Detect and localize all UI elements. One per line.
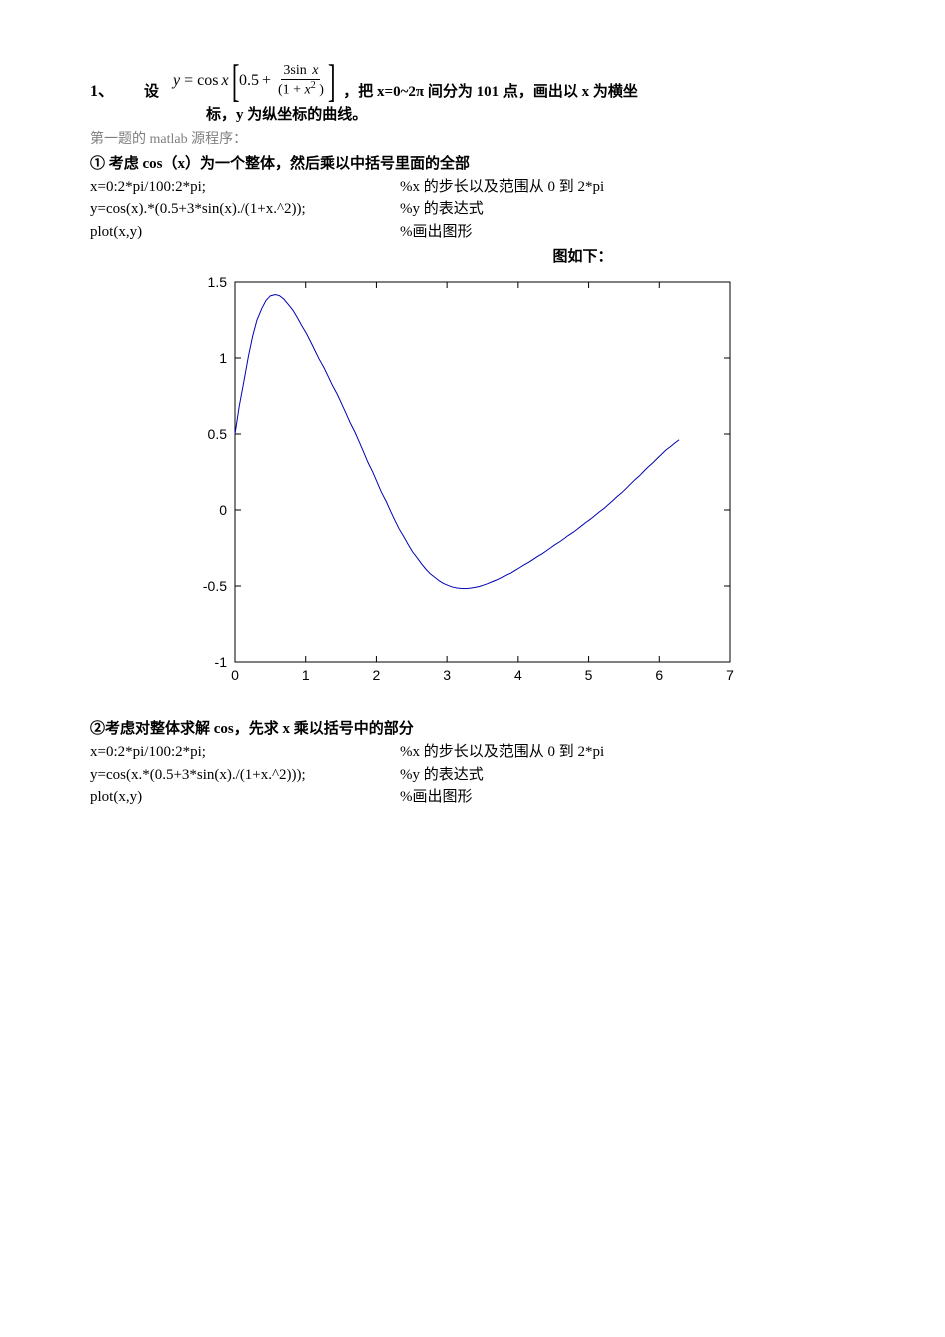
chart-container: -1 -0.5 0 0.5 1 1.5 0 1 2 3 4 5 6 7 — [180, 272, 855, 697]
svg-text:-1: -1 — [215, 654, 228, 670]
problem-she: 设 — [144, 80, 159, 101]
code-row: x=0:2*pi/100:2*pi; %x 的步长以及范围从 0 到 2*pi — [90, 741, 855, 764]
code-block-2: x=0:2*pi/100:2*pi; %x 的步长以及范围从 0 到 2*pi … — [90, 741, 855, 809]
formula-const: 0.5 — [239, 72, 259, 90]
problem-line-1: 1、 设 y = cos x [ 0.5 + 3sin x (1 + x2 ) … — [90, 60, 855, 101]
problem-tail-2: 标，y 为纵坐标的曲线。 — [206, 103, 855, 127]
code-left: plot(x,y) — [90, 221, 400, 244]
code-row: plot(x,y) %画出图形 — [90, 786, 855, 809]
svg-text:-0.5: -0.5 — [203, 578, 227, 594]
svg-text:1: 1 — [302, 667, 310, 683]
code-row: y=cos(x.*(0.5+3*sin(x)./(1+x.^2))); %y 的… — [90, 764, 855, 787]
formula-cos: cos — [197, 72, 218, 90]
code-row: plot(x,y) %画出图形 — [90, 221, 855, 244]
problem-tail-1: ，把 x=0~2π 间分为 101 点，画出以 x 为横坐 — [343, 80, 638, 101]
code-left: y=cos(x).*(0.5+3*sin(x)./(1+x.^2)); — [90, 198, 400, 221]
svg-text:0.5: 0.5 — [208, 426, 228, 442]
frac-num-x: x — [312, 63, 318, 78]
code-row: y=cos(x).*(0.5+3*sin(x)./(1+x.^2)); %y 的… — [90, 198, 855, 221]
svg-text:4: 4 — [514, 667, 522, 683]
code-right: %画出图形 — [400, 786, 473, 809]
code-left: y=cos(x.*(0.5+3*sin(x)./(1+x.^2))); — [90, 764, 400, 787]
svg-text:1.5: 1.5 — [208, 274, 228, 290]
section-1-heading: ① 考虑 cos（x）为一个整体，然后乘以中括号里面的全部 — [90, 152, 855, 176]
svg-text:7: 7 — [726, 667, 734, 683]
formula-lhs: y — [173, 72, 180, 90]
svg-text:3: 3 — [443, 667, 451, 683]
frac-den-plus: + — [293, 83, 301, 98]
formula: y = cos x [ 0.5 + 3sin x (1 + x2 ) ] — [173, 60, 335, 101]
svg-text:1: 1 — [219, 350, 227, 366]
svg-text:2: 2 — [373, 667, 381, 683]
code-right: %x 的步长以及范围从 0 到 2*pi — [400, 741, 604, 764]
code-row: x=0:2*pi/100:2*pi; %x 的步长以及范围从 0 到 2*pi — [90, 176, 855, 199]
frac-den-sup: 2 — [311, 80, 316, 91]
svg-text:6: 6 — [655, 667, 663, 683]
frac-num: 3sin x — [281, 63, 320, 80]
bracket-right: ] — [328, 60, 336, 101]
subheading-1: 第一题的 matlab 源程序： — [90, 129, 855, 151]
figure-caption: 图如下： — [310, 245, 855, 266]
svg-text:5: 5 — [585, 667, 593, 683]
code-right: %y 的表达式 — [400, 198, 484, 221]
formula-plus: + — [262, 72, 271, 90]
code-right: %画出图形 — [400, 221, 473, 244]
code-right: %y 的表达式 — [400, 764, 484, 787]
section-2-heading: ②考虑对整体求解 cos，先求 x 乘以括号中的部分 — [90, 717, 855, 741]
formula-eq: = — [184, 72, 193, 90]
frac-den-close: ) — [319, 83, 324, 98]
code-left: x=0:2*pi/100:2*pi; — [90, 176, 400, 199]
svg-text:0: 0 — [219, 502, 227, 518]
formula-fraction: 3sin x (1 + x2 ) — [276, 63, 326, 99]
frac-den-open: (1 — [278, 83, 290, 98]
code-right: %x 的步长以及范围从 0 到 2*pi — [400, 176, 604, 199]
code-left: plot(x,y) — [90, 786, 400, 809]
bracket-left: [ — [231, 60, 239, 101]
code-left: x=0:2*pi/100:2*pi; — [90, 741, 400, 764]
formula-x1: x — [222, 72, 229, 90]
code-block-1: x=0:2*pi/100:2*pi; %x 的步长以及范围从 0 到 2*pi … — [90, 176, 855, 244]
line-chart: -1 -0.5 0 0.5 1 1.5 0 1 2 3 4 5 6 7 — [180, 272, 740, 692]
frac-den: (1 + x2 ) — [276, 80, 326, 99]
svg-text:0: 0 — [231, 667, 239, 683]
frac-num-3sin: 3sin — [283, 63, 306, 78]
problem-number: 1、 — [90, 77, 114, 101]
